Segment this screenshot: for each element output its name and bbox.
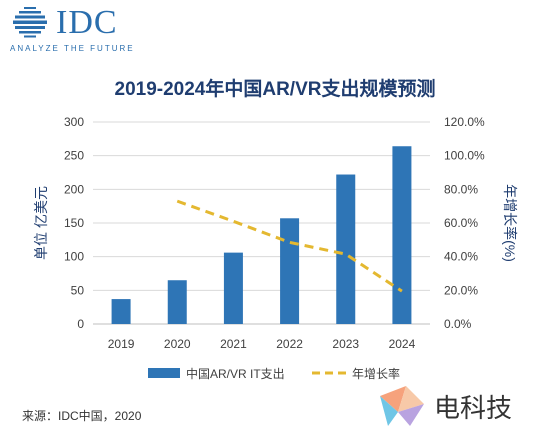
watermark-text: 电科技 xyxy=(434,393,513,424)
y-tick-label: 150 xyxy=(64,216,84,230)
idc-logo: IDC ANALYZE THE FUTURE xyxy=(10,4,135,54)
globe-icon xyxy=(13,7,47,38)
y-axis-title: 单位 亿美元 xyxy=(33,186,49,260)
brand-name: IDC xyxy=(56,4,118,41)
x-tick-label: 2019 xyxy=(108,337,135,351)
y-tick-label: 100 xyxy=(64,250,84,264)
bar-2021 xyxy=(223,252,243,324)
chart-title: 2019-2024年中国AR/VR支出规模预测 xyxy=(114,79,436,100)
watermark: 电科技 xyxy=(376,382,512,430)
legend-swatch-bar xyxy=(148,368,180,378)
bar-2023 xyxy=(336,174,356,324)
y2-tick-label: 80.0% xyxy=(444,182,478,196)
y2-tick-label: 20.0% xyxy=(444,283,478,297)
bar-2019 xyxy=(111,299,131,324)
x-tick-label: 2023 xyxy=(332,337,359,351)
bar-2024 xyxy=(392,146,412,324)
bar-2020 xyxy=(167,280,187,324)
legend-label-line: 年增长率 xyxy=(352,366,400,381)
bar-2022 xyxy=(280,218,300,324)
source-note: 来源：IDC中国，2020 xyxy=(22,409,142,423)
y2-tick-label: 120.0% xyxy=(444,115,485,129)
x-tick-label: 2024 xyxy=(389,337,416,351)
brand-tagline: ANALYZE THE FUTURE xyxy=(10,44,135,53)
x-tick-label: 2021 xyxy=(220,337,247,351)
y2-tick-label: 100.0% xyxy=(444,149,485,163)
y-tick-label: 250 xyxy=(64,149,84,163)
y2-tick-label: 60.0% xyxy=(444,216,478,230)
y-tick-label: 50 xyxy=(71,283,85,297)
y2-axis-title: 年增长率(%) xyxy=(502,184,518,262)
growth-rate-line xyxy=(176,199,403,293)
y-tick-label: 300 xyxy=(64,115,84,129)
watermark-logo-icon xyxy=(380,386,424,426)
y-tick-label: 200 xyxy=(64,182,84,196)
x-tick-label: 2020 xyxy=(164,337,191,351)
x-tick-label: 2022 xyxy=(276,337,303,351)
y2-tick-label: 40.0% xyxy=(444,250,478,264)
y-tick-label: 0 xyxy=(77,317,84,331)
legend-label-bar: 中国AR/VR IT支出 xyxy=(186,366,285,381)
y2-tick-label: 0.0% xyxy=(444,317,472,331)
